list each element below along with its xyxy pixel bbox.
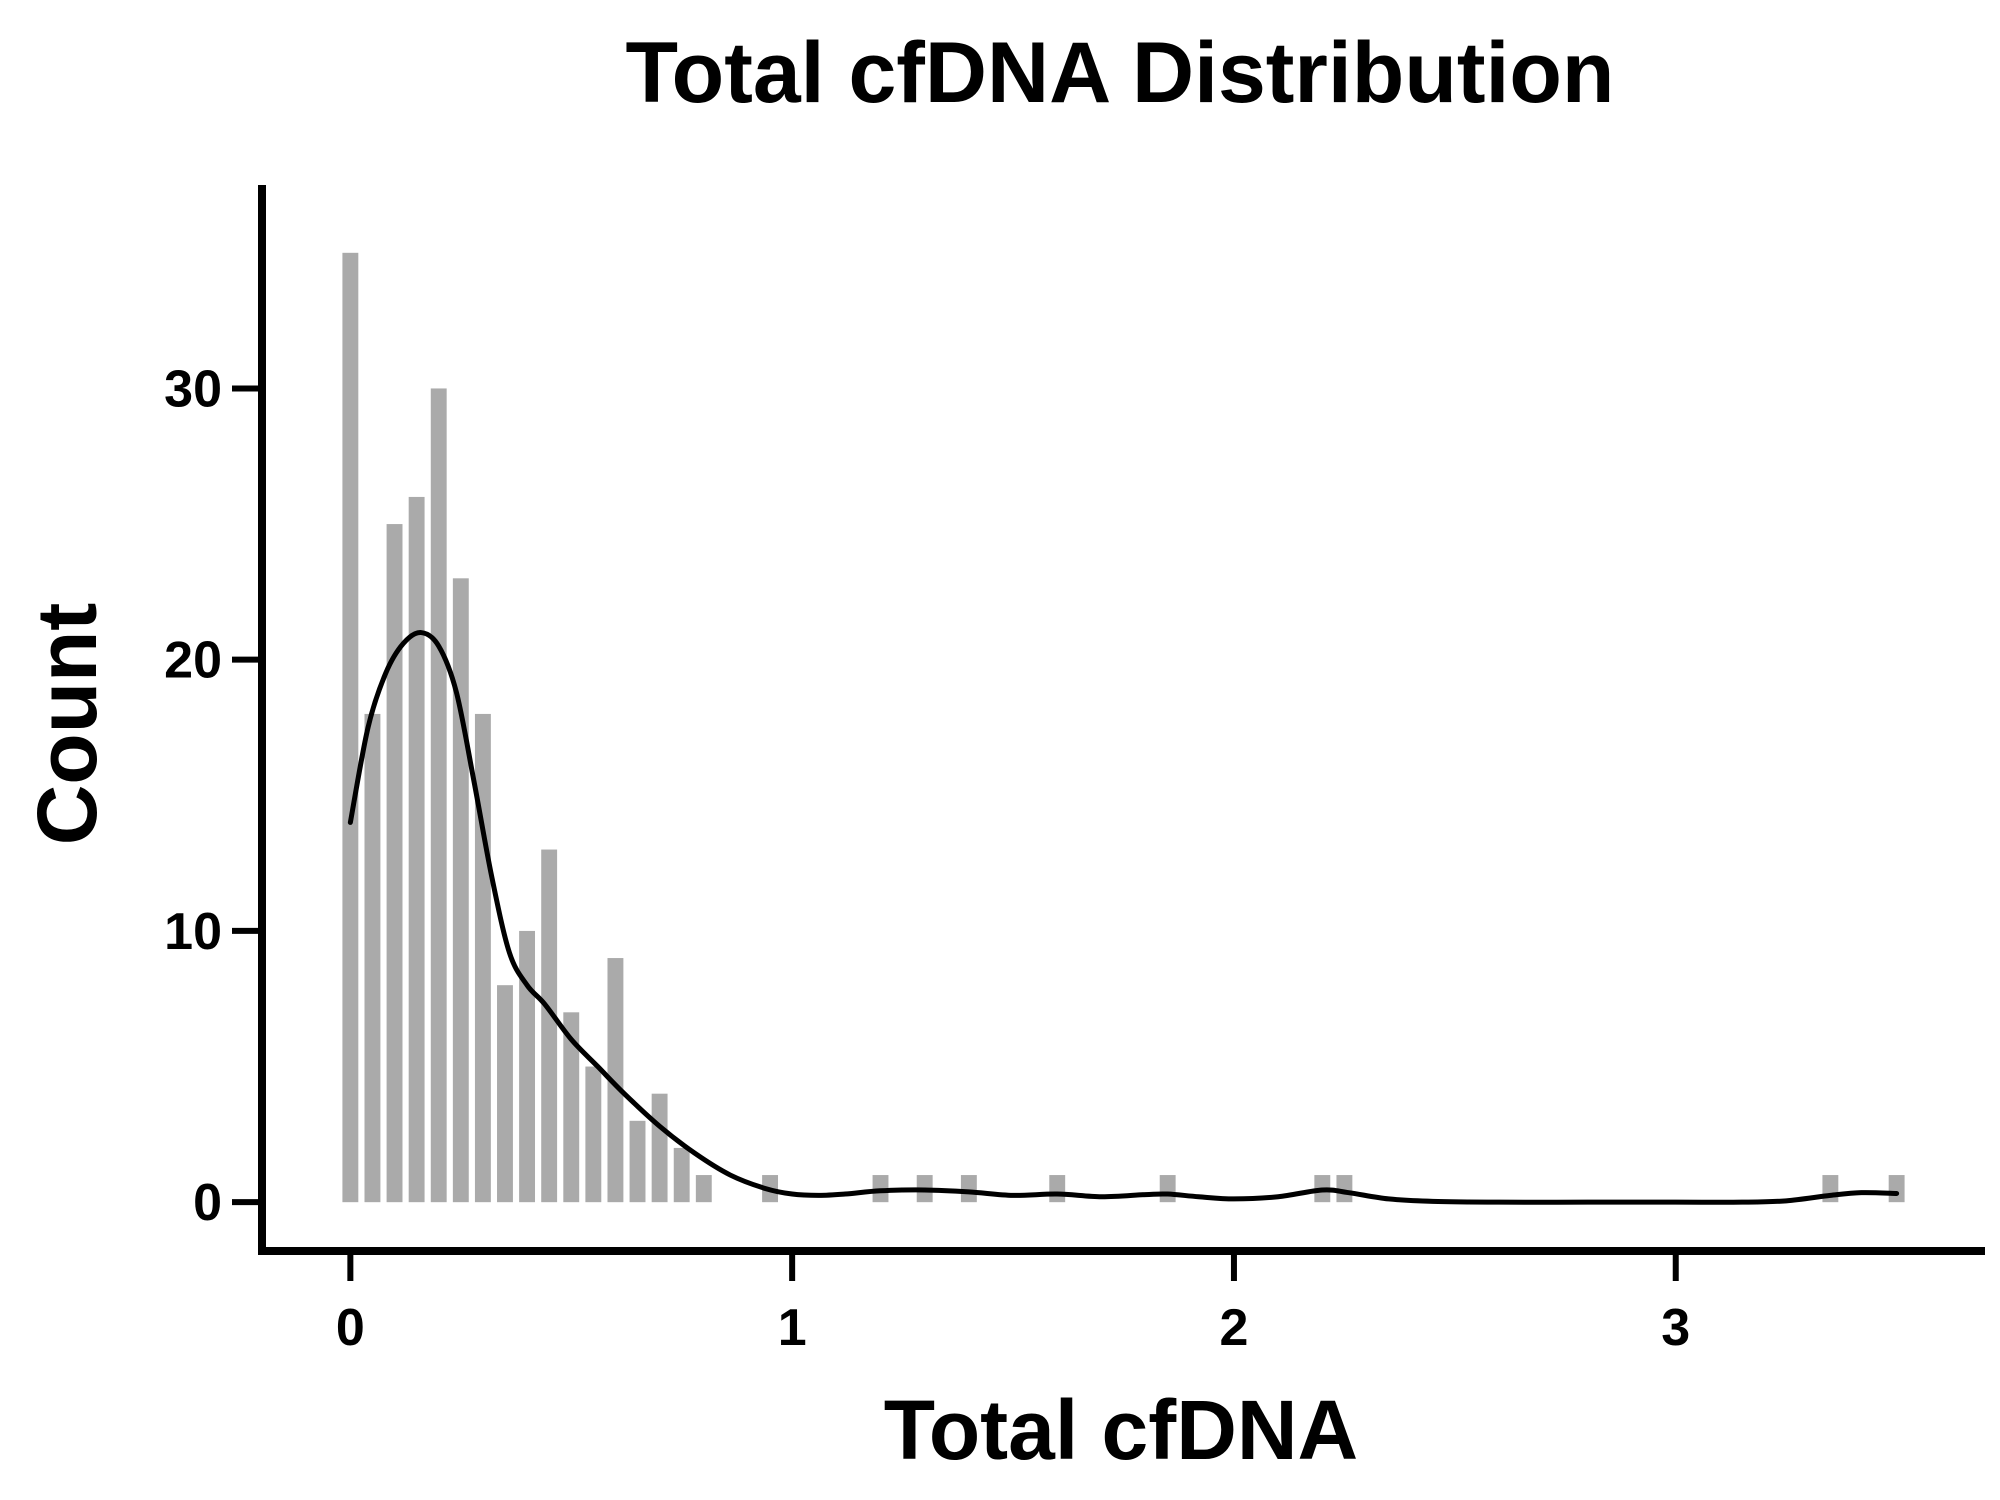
histogram-bar <box>585 1066 602 1203</box>
density-curve <box>347 630 1900 1205</box>
histogram-bar <box>430 388 447 1203</box>
y-tick-label: 0 <box>193 1174 222 1232</box>
histogram-bar <box>1336 1175 1353 1203</box>
histogram-bars <box>342 252 1905 1203</box>
histogram-bar <box>386 524 403 1203</box>
histogram-bar <box>1888 1175 1905 1203</box>
y-axis-ticks: 0 10 20 30 <box>164 360 262 1232</box>
x-tick-label: 3 <box>1661 1299 1690 1357</box>
histogram-bar <box>651 1093 668 1203</box>
x-tick-label: 2 <box>1219 1299 1248 1357</box>
x-axis-label: Total cfDNA <box>884 1383 1358 1477</box>
histogram-bar <box>342 252 359 1203</box>
y-tick-label: 30 <box>164 360 222 418</box>
density-curve-layer <box>347 630 1900 1205</box>
histogram-bar <box>960 1175 977 1203</box>
y-tick-label: 20 <box>164 632 222 690</box>
histogram-bar <box>563 1012 580 1203</box>
histogram-bar <box>474 713 491 1203</box>
histogram-bar <box>629 1120 646 1203</box>
y-axis-label: Count <box>20 603 114 846</box>
x-tick-label: 1 <box>778 1299 807 1357</box>
histogram-bar <box>1049 1175 1066 1203</box>
histogram-bar <box>497 985 513 1203</box>
histogram-bar <box>519 930 536 1203</box>
histogram-bar <box>695 1175 712 1203</box>
histogram-bar <box>607 958 624 1203</box>
histogram-bar <box>541 849 558 1203</box>
histogram-bar <box>1159 1175 1176 1203</box>
histogram-bar <box>364 713 381 1203</box>
chart-title: Total cfDNA Distribution <box>626 25 1615 121</box>
x-axis-ticks: 0 1 2 3 <box>336 1251 1690 1357</box>
histogram-bar <box>452 578 469 1203</box>
histogram-bar <box>408 496 425 1203</box>
x-tick-label: 0 <box>336 1299 365 1357</box>
y-tick-label: 10 <box>164 903 222 961</box>
histogram-bar <box>673 1147 690 1203</box>
